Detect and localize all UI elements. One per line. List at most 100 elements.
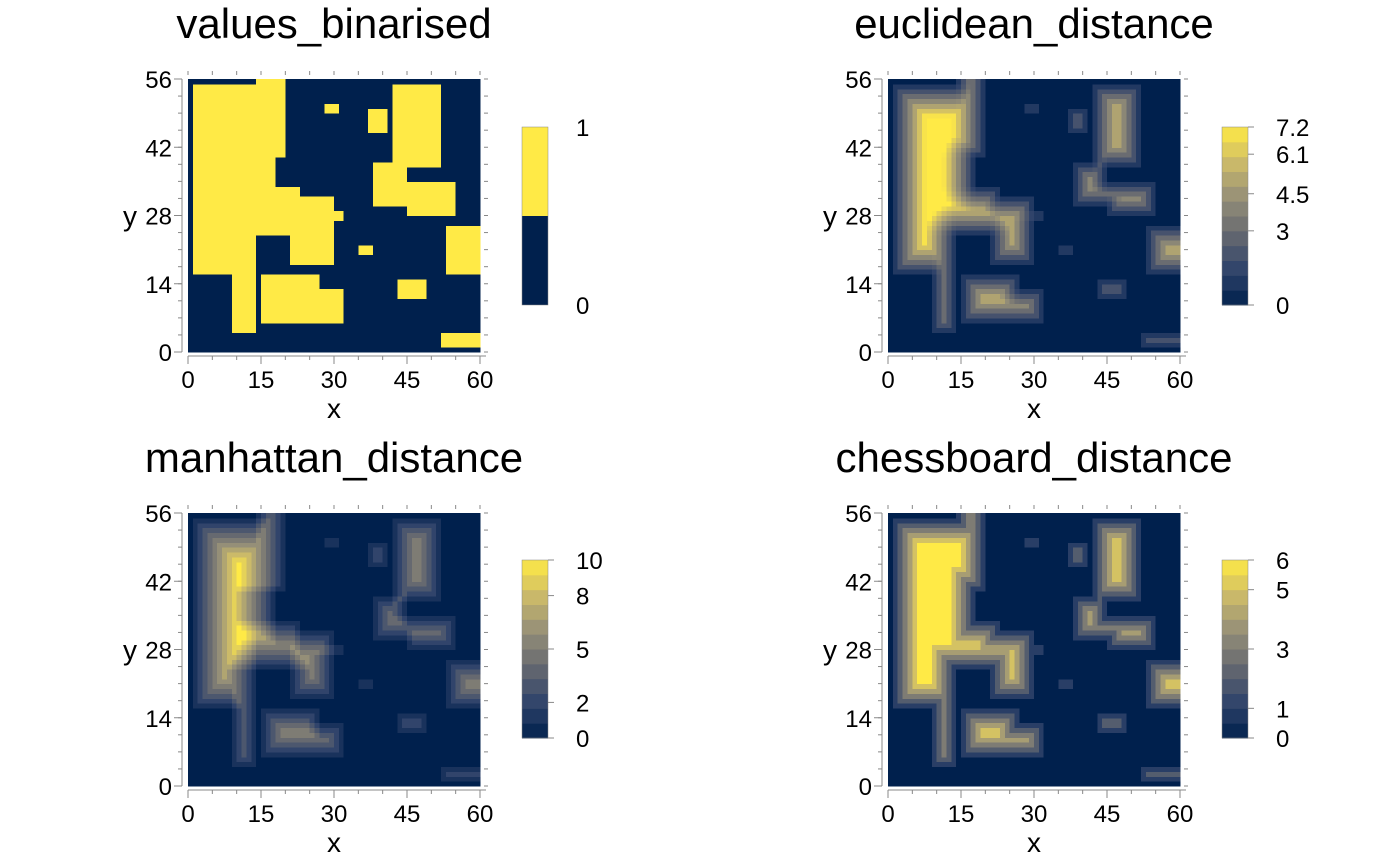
- raster-cell: [192, 591, 199, 597]
- raster-cell: [299, 620, 374, 626]
- raster-cell: [961, 166, 967, 173]
- raster-cell: [1092, 113, 1098, 119]
- raster-cell: [888, 761, 933, 768]
- raster-cell: [407, 615, 457, 621]
- raster-cell: [261, 591, 267, 597]
- raster-cell: [936, 708, 943, 714]
- raster-cell: [1107, 600, 1181, 607]
- raster-cell: [319, 283, 398, 290]
- raster-cell: [1034, 308, 1040, 314]
- raster-cell: [387, 556, 393, 563]
- raster-cell: [951, 161, 957, 168]
- raster-cell: [431, 566, 437, 573]
- raster-cell: [397, 610, 403, 616]
- raster-cell: [192, 98, 286, 104]
- raster-cell: [222, 625, 228, 631]
- raster-cell: [897, 103, 904, 109]
- raster-cell: [956, 712, 962, 719]
- raster-cell: [197, 586, 204, 592]
- raster-cell: [1092, 152, 1098, 158]
- raster-cell: [892, 610, 899, 616]
- raster-cell: [922, 113, 957, 119]
- raster-cell: [338, 742, 345, 748]
- raster-cell: [188, 537, 194, 543]
- raster-cell: [936, 269, 943, 275]
- raster-cell: [980, 88, 986, 95]
- raster-cell: [995, 235, 1001, 241]
- raster-cell: [926, 200, 952, 207]
- raster-cell: [280, 571, 286, 577]
- raster-cell: [217, 552, 223, 558]
- raster-cell: [1019, 717, 1098, 724]
- raster-cell: [280, 513, 286, 519]
- raster-cell: [902, 93, 957, 100]
- raster-cell: [888, 298, 933, 304]
- raster-cell: [1004, 659, 1011, 665]
- raster-cell: [1082, 113, 1089, 119]
- raster-cell: [275, 605, 374, 612]
- raster-cell: [975, 722, 1006, 729]
- raster-cell: [285, 132, 393, 139]
- legend-color-step: [1222, 260, 1248, 276]
- y-tick-label: 28: [145, 638, 172, 665]
- raster-cell: [392, 537, 398, 543]
- raster-cell: [265, 630, 272, 636]
- raster-cell: [897, 127, 904, 134]
- raster-cell: [888, 127, 894, 134]
- raster-cell: [975, 103, 982, 109]
- raster-cell: [917, 239, 923, 246]
- raster-cell: [261, 537, 267, 543]
- raster-cell: [197, 678, 204, 685]
- raster-cell: [1019, 669, 1025, 675]
- raster-cell: [397, 547, 403, 553]
- raster-cell: [1092, 586, 1098, 592]
- raster-cell: [936, 293, 943, 299]
- raster-cell: [1150, 639, 1157, 646]
- raster-cell: [917, 659, 933, 665]
- raster-cell: [188, 342, 442, 348]
- raster-cell: [217, 625, 223, 631]
- raster-cell: [251, 756, 257, 763]
- raster-cell: [338, 737, 345, 743]
- raster-cell: [907, 664, 913, 670]
- raster-cell: [197, 576, 204, 582]
- raster-cell: [441, 342, 481, 348]
- raster-cell: [951, 176, 957, 182]
- raster-cell: [445, 259, 481, 265]
- raster-cell: [931, 288, 938, 295]
- raster-cell: [299, 644, 325, 651]
- raster-cell: [956, 571, 972, 577]
- raster-cell: [256, 322, 481, 329]
- raster-cell: [192, 205, 335, 212]
- raster-cell: [999, 732, 1006, 738]
- raster-cell: [372, 171, 408, 178]
- raster-cell: [421, 552, 428, 558]
- raster-cell: [445, 659, 481, 665]
- raster-cell: [956, 678, 991, 685]
- raster-cell: [265, 542, 272, 548]
- raster-cell: [975, 561, 982, 568]
- raster-cell: [1038, 732, 1045, 738]
- raster-cell: [236, 591, 243, 597]
- raster-cell: [1111, 542, 1123, 548]
- raster-cell: [951, 747, 957, 753]
- raster-cell: [329, 683, 335, 690]
- raster-cell: [1141, 122, 1181, 129]
- raster-cell: [917, 600, 952, 607]
- raster-cell: [936, 654, 943, 660]
- raster-cell: [441, 147, 481, 153]
- raster-cell: [1107, 176, 1181, 182]
- raster-cell: [956, 732, 962, 738]
- raster-cell: [261, 732, 267, 738]
- raster-cell: [1034, 200, 1074, 207]
- raster: [188, 513, 481, 787]
- raster-cell: [946, 722, 952, 729]
- raster-cell: [285, 566, 393, 573]
- raster-cell: [892, 581, 899, 587]
- raster-cell: [197, 571, 204, 577]
- raster-cell: [888, 683, 894, 690]
- raster-cell: [917, 571, 952, 577]
- raster-cell: [299, 673, 306, 680]
- raster-cell: [402, 552, 408, 558]
- raster-cell: [236, 688, 243, 694]
